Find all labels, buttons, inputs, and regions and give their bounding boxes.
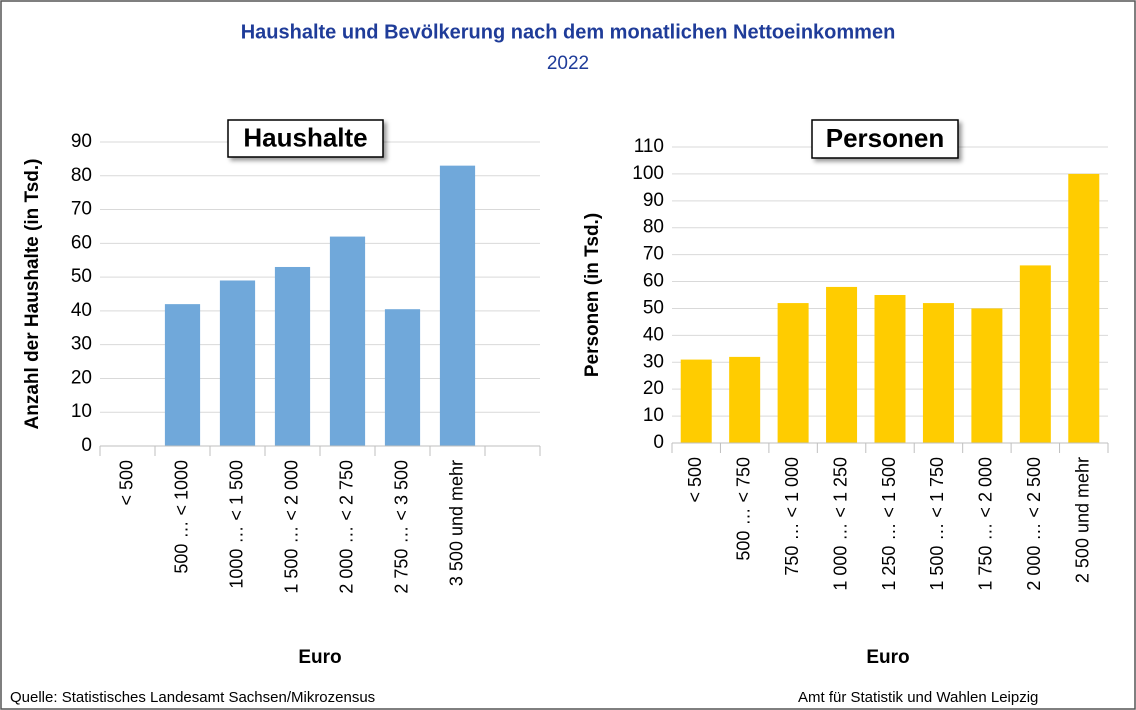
y-tick-label: 80 bbox=[71, 165, 92, 186]
y-axis-label: Personen (in Tsd.) bbox=[582, 213, 603, 377]
bar bbox=[971, 308, 1003, 443]
bar bbox=[219, 280, 256, 446]
bar bbox=[164, 304, 201, 446]
chart-title: Personen bbox=[826, 123, 945, 153]
y-tick-label: 90 bbox=[643, 190, 664, 211]
x-tick-label: 2 000 … < 2 500 bbox=[1024, 457, 1044, 591]
bar bbox=[384, 309, 421, 446]
x-tick-label: 2 750 … < 3 500 bbox=[391, 460, 411, 594]
bar bbox=[329, 236, 366, 446]
y-tick-label: 40 bbox=[71, 300, 92, 321]
x-tick-label: 1 000 … < 1 250 bbox=[830, 457, 850, 591]
x-axis-label: Euro bbox=[866, 647, 909, 668]
source: Quelle: Statistisches Landesamt Sachsen/… bbox=[10, 689, 375, 706]
y-tick-label: 50 bbox=[643, 297, 664, 318]
bar bbox=[826, 286, 858, 443]
bar bbox=[729, 356, 761, 443]
x-tick-label: 1000 … < 1 500 bbox=[226, 460, 246, 589]
x-tick-label: 500 … < 750 bbox=[733, 457, 753, 561]
chart-title-box bbox=[227, 119, 384, 158]
y-tick-label: 20 bbox=[643, 378, 664, 399]
x-tick-label: 1 250 … < 1 500 bbox=[879, 457, 899, 591]
x-tick-label: 500 … < 1000 bbox=[171, 460, 191, 574]
x-tick-label: 750 … < 1 000 bbox=[782, 457, 802, 576]
y-tick-label: 30 bbox=[643, 351, 664, 372]
x-tick-label: 3 500 und mehr bbox=[446, 460, 466, 586]
bar bbox=[1019, 265, 1051, 443]
x-tick-label: 2 000 … < 2 750 bbox=[336, 460, 356, 594]
x-axis-label: Euro bbox=[298, 647, 341, 668]
y-axis-label: Anzahl der Haushalte (in Tsd.) bbox=[22, 159, 43, 430]
credit: Amt für Statistik und Wahlen Leipzig bbox=[798, 689, 1038, 706]
chart-title: Haushalte bbox=[243, 122, 367, 152]
y-tick-label: 70 bbox=[71, 199, 92, 220]
y-tick-label: 60 bbox=[71, 232, 92, 253]
x-tick-label: 1 500 … < 1 750 bbox=[927, 457, 947, 591]
y-tick-label: 100 bbox=[632, 163, 664, 184]
bar bbox=[274, 266, 311, 446]
x-tick-label: 2 500 und mehr bbox=[1073, 457, 1093, 583]
page-title: Haushalte und Bevölkerung nach dem monat… bbox=[241, 21, 896, 43]
y-tick-label: 0 bbox=[81, 435, 92, 456]
y-tick-label: 10 bbox=[71, 401, 92, 422]
y-tick-label: 30 bbox=[71, 334, 92, 355]
y-tick-label: 20 bbox=[71, 367, 92, 388]
bar bbox=[777, 303, 809, 443]
y-tick-label: 0 bbox=[653, 432, 664, 453]
x-tick-label: < 500 bbox=[116, 460, 136, 506]
y-tick-label: 50 bbox=[71, 266, 92, 287]
bar bbox=[922, 303, 954, 443]
x-tick-label: 1 500 … < 2 000 bbox=[281, 460, 301, 594]
chart-title-box bbox=[811, 119, 959, 159]
x-tick-label: < 500 bbox=[685, 457, 705, 503]
y-tick-label: 90 bbox=[71, 131, 92, 152]
y-tick-label: 80 bbox=[643, 217, 664, 238]
x-tick-label: 1 750 … < 2 000 bbox=[976, 457, 996, 591]
y-tick-label: 60 bbox=[643, 271, 664, 292]
page-subtitle: 2022 bbox=[547, 53, 589, 74]
y-tick-label: 70 bbox=[643, 244, 664, 265]
bar bbox=[439, 165, 476, 446]
bar bbox=[680, 359, 712, 443]
bar bbox=[1068, 173, 1100, 443]
y-tick-label: 110 bbox=[634, 136, 664, 157]
bar bbox=[874, 295, 906, 443]
y-tick-label: 40 bbox=[643, 324, 664, 345]
y-tick-label: 10 bbox=[643, 405, 664, 426]
